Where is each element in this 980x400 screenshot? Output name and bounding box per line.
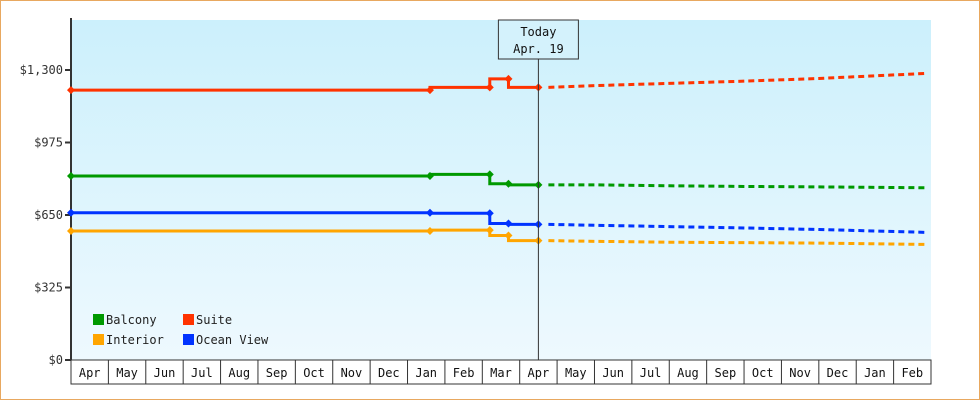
plot-area [71,20,931,360]
x-tick-label: Dec [378,366,400,380]
x-tick-label: Apr [79,366,101,380]
x-tick-label: Apr [528,366,550,380]
x-tick-label: Sep [266,366,288,380]
x-tick-label: Feb [901,366,923,380]
y-tick-label: $325 [34,281,63,295]
x-tick-label: Nov [341,366,363,380]
x-tick-label: Jan [864,366,886,380]
x-tick-label: Jun [154,366,176,380]
x-tick-label: Aug [228,366,250,380]
legend-label: Suite [196,313,232,327]
x-tick-label: Dec [827,366,849,380]
data-point-marker [67,86,75,95]
legend-swatch [93,314,104,325]
x-tick-label: Sep [715,366,737,380]
x-tick-label: Mar [490,366,512,380]
legend-swatch [183,314,194,325]
x-tick-label: Jul [191,366,213,380]
y-tick-label: $650 [34,208,63,222]
data-point-marker [425,208,434,217]
data-point-marker [485,83,494,92]
data-point-marker [425,227,434,236]
data-point-marker [504,231,513,240]
legend-label: Interior [106,333,164,347]
x-axis: Apr May Jun Jul Aug Sep Oct Nov Dec Jan Feb Mar Apr M… [70,359,932,385]
today-label: Today [520,25,556,39]
x-tick-label: Nov [789,366,811,380]
data-point-marker [485,226,494,235]
data-point-marker [504,74,513,83]
data-point-marker [485,209,494,218]
y-tick-label: $0 [49,353,63,367]
data-point-marker [485,170,494,179]
x-tick-label: May [565,366,587,380]
data-point-marker [67,208,75,217]
data-point-marker [504,219,513,228]
x-tick-label: Oct [752,366,774,380]
x-tick-label: May [116,366,138,380]
legend-swatch [183,334,194,345]
series-lines [67,71,928,246]
data-point-marker [67,227,75,236]
data-point-marker [425,171,434,180]
legend-label: Balcony [106,313,157,327]
x-tick-label: Aug [677,366,699,380]
data-point-marker [67,171,75,180]
x-tick-label: Jul [640,366,662,380]
y-tick-label: $1,300 [20,63,63,77]
today-date: Apr. 19 [513,42,564,56]
legend-swatch [93,334,104,345]
x-tick-label: Oct [303,366,325,380]
legend-label: Ocean View [196,333,269,347]
data-point-marker [425,86,434,95]
x-tick-label: Jun [602,366,624,380]
today-marker: Today Apr. 19 [497,19,579,360]
y-axis: $0 $325 $650 $975 $1,300 [20,18,72,367]
x-tick-label: Jan [415,366,437,380]
x-tick-label: Feb [453,366,475,380]
data-point-marker [504,179,513,188]
y-tick-label: $975 [34,136,63,150]
legend: Balcony Suite Interior Ocean View [93,313,269,347]
